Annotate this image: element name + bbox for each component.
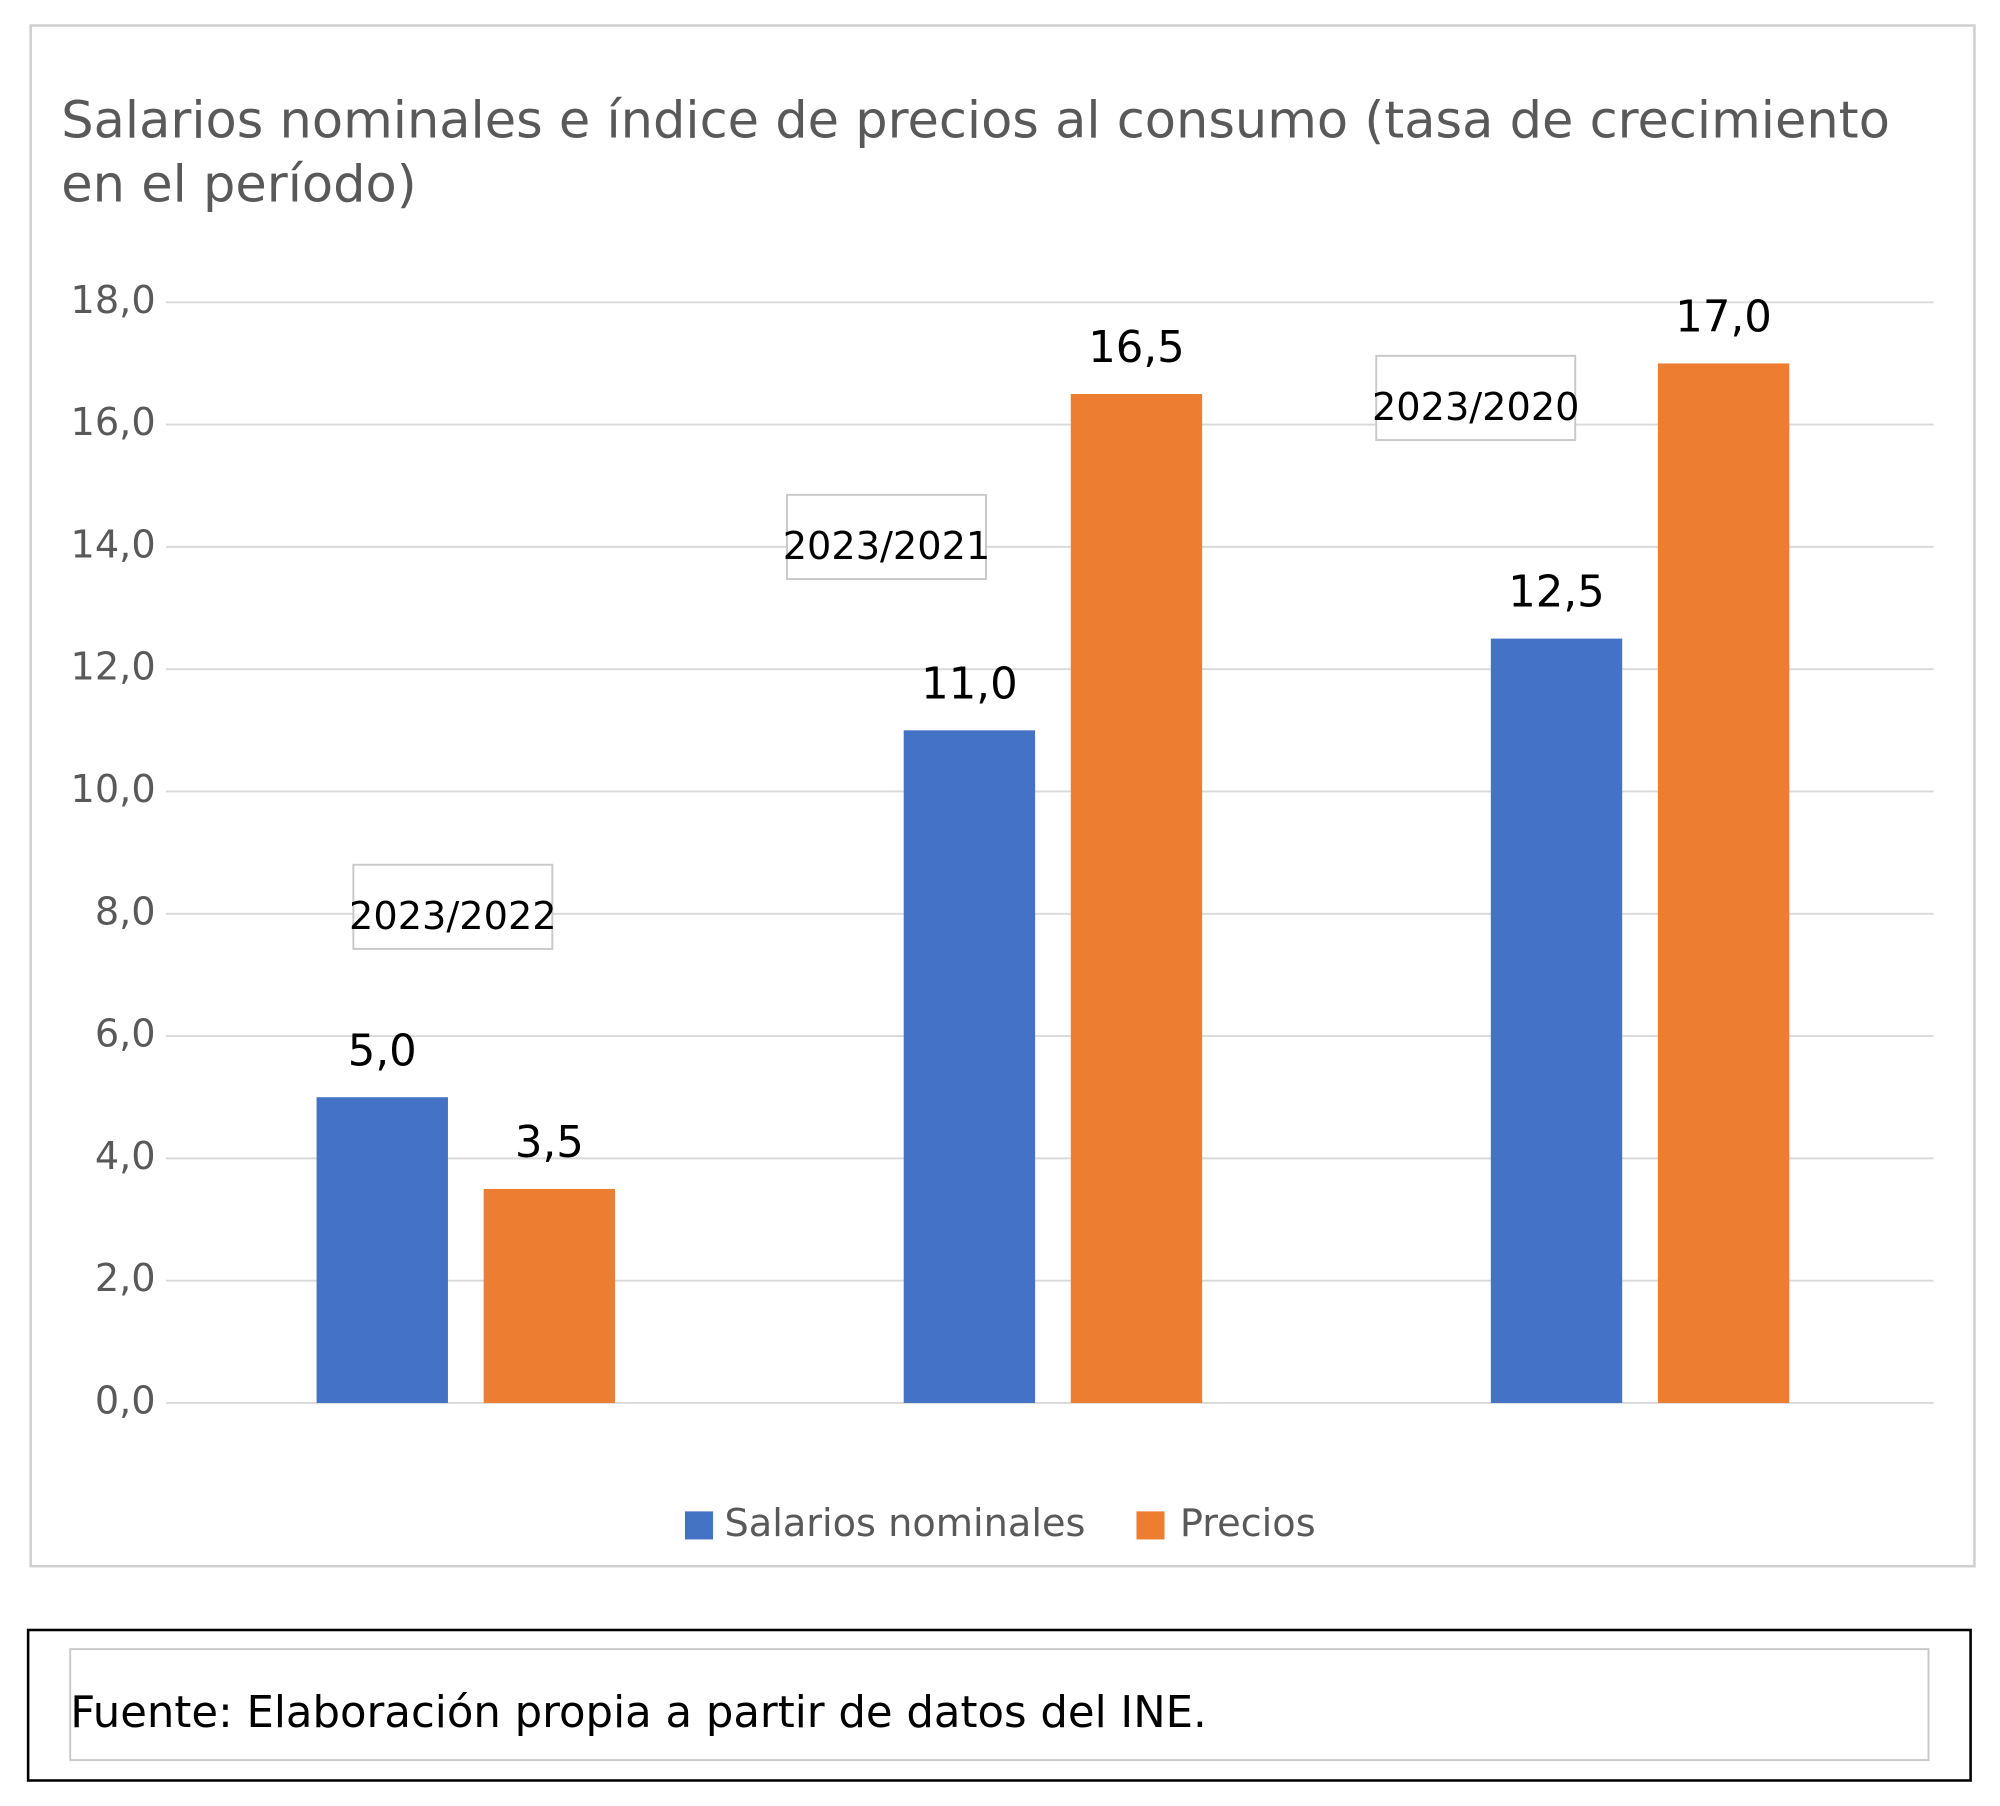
bar <box>903 730 1036 1403</box>
data-label: 3,5 <box>515 1118 584 1168</box>
bar <box>483 1188 616 1403</box>
y-tick-label: 18,0 <box>70 278 155 323</box>
bar <box>1490 638 1623 1403</box>
data-label: 17,0 <box>1675 293 1772 343</box>
title-box: Salarios nominales e índice de precios a… <box>61 91 1890 215</box>
data-label: 16,5 <box>1088 323 1185 373</box>
source-frame <box>26 1628 1972 1782</box>
y-tick-label: 6,0 <box>95 1012 156 1057</box>
category-box <box>786 493 987 580</box>
plot: 0,0 2,0 4,0 6,0 8,0 10,0 12,0 14,0 16,0 18,0 2023/… <box>70 278 1934 1546</box>
chart-title: Salarios nominales e índice de precios a… <box>61 91 1890 215</box>
y-tick-label: 14,0 <box>70 522 155 567</box>
y-tick-label: 2,0 <box>95 1256 156 1301</box>
y-tick-label: 16,0 <box>70 400 155 445</box>
category-label: 2023/2020 <box>1372 385 1580 430</box>
source-inner-frame <box>69 1648 1930 1762</box>
data-label: 12,5 <box>1508 568 1605 618</box>
legend-label: Precios <box>1180 1501 1316 1546</box>
category-box <box>352 863 554 950</box>
data-label: 11,0 <box>921 659 1018 709</box>
bar <box>1070 393 1203 1403</box>
legend-swatch <box>684 1511 714 1540</box>
y-tick-label: 8,0 <box>95 889 156 934</box>
bar <box>316 1097 448 1403</box>
category-label: 2023/2022 <box>349 894 557 939</box>
category-label: 2023/2021 <box>783 524 991 569</box>
y-tick-label: 4,0 <box>95 1134 156 1179</box>
y-tick-label: 10,0 <box>70 767 155 812</box>
bar <box>1657 363 1790 1403</box>
y-tick-label: 12,0 <box>70 645 155 690</box>
legend-label: Salarios nominales <box>725 1501 1086 1546</box>
y-tick-label: 0,0 <box>95 1378 156 1423</box>
source-note: Fuente: Elaboración propia a partir de d… <box>70 1688 1207 1738</box>
category-box <box>1375 354 1577 441</box>
legend-swatch <box>1136 1511 1165 1540</box>
data-label: 5,0 <box>348 1026 417 1076</box>
